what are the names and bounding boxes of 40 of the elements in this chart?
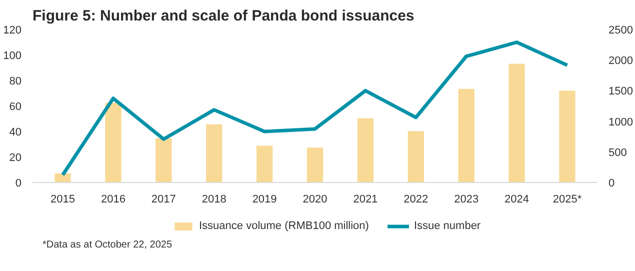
y-tick-label: 40 — [9, 126, 22, 138]
bar — [156, 138, 172, 182]
bar — [458, 88, 474, 182]
bar — [357, 118, 374, 182]
x-tick-label: 2018 — [202, 194, 226, 206]
bar — [559, 90, 576, 182]
legend-label: Issue number — [414, 220, 481, 232]
x-tick-label: 2023 — [454, 194, 479, 206]
bar — [206, 124, 222, 182]
x-tick-label: 2025* — [552, 194, 582, 206]
x-tick-label: 2020 — [302, 194, 328, 206]
y2-tick-label: 2500 — [608, 24, 633, 36]
x-tick-label: 2015 — [50, 194, 76, 206]
y2-tick-label: 500 — [608, 146, 627, 159]
chart-title: Figure 5: Number and scale of Panda bond issuances — [32, 8, 414, 24]
x-tick-label: 2017 — [151, 194, 176, 206]
y-tick-label: 60 — [9, 101, 22, 113]
y-tick-label: 80 — [9, 76, 22, 88]
legend-label: Issuance volume (RMB100 million) — [199, 220, 369, 232]
y-tick-label: 0 — [15, 178, 22, 190]
y-tick-label: 100 — [3, 50, 22, 62]
bar — [54, 173, 71, 182]
x-tick-label: 2022 — [404, 194, 428, 206]
x-tick-label: 2016 — [100, 194, 126, 206]
text: *Data as at October 22, 2025 — [42, 240, 172, 250]
y2-tick-label: 0 — [608, 178, 615, 190]
x-tick-label: 2019 — [252, 194, 277, 206]
y2-tick-label: 1500 — [608, 86, 633, 98]
x-tick-label: 2024 — [504, 194, 530, 206]
bar — [256, 146, 273, 182]
bar — [105, 102, 122, 182]
bar — [306, 148, 324, 182]
y2-tick-label: 1000 — [608, 116, 633, 128]
y2-tick-label: 2000 — [608, 55, 633, 68]
bar — [508, 64, 525, 182]
line-series — [61, 40, 569, 177]
bar — [408, 131, 424, 182]
x-tick-label: 2021 — [353, 194, 378, 206]
y-tick-label: 20 — [9, 152, 22, 164]
y-tick-label: 120 — [3, 24, 22, 36]
